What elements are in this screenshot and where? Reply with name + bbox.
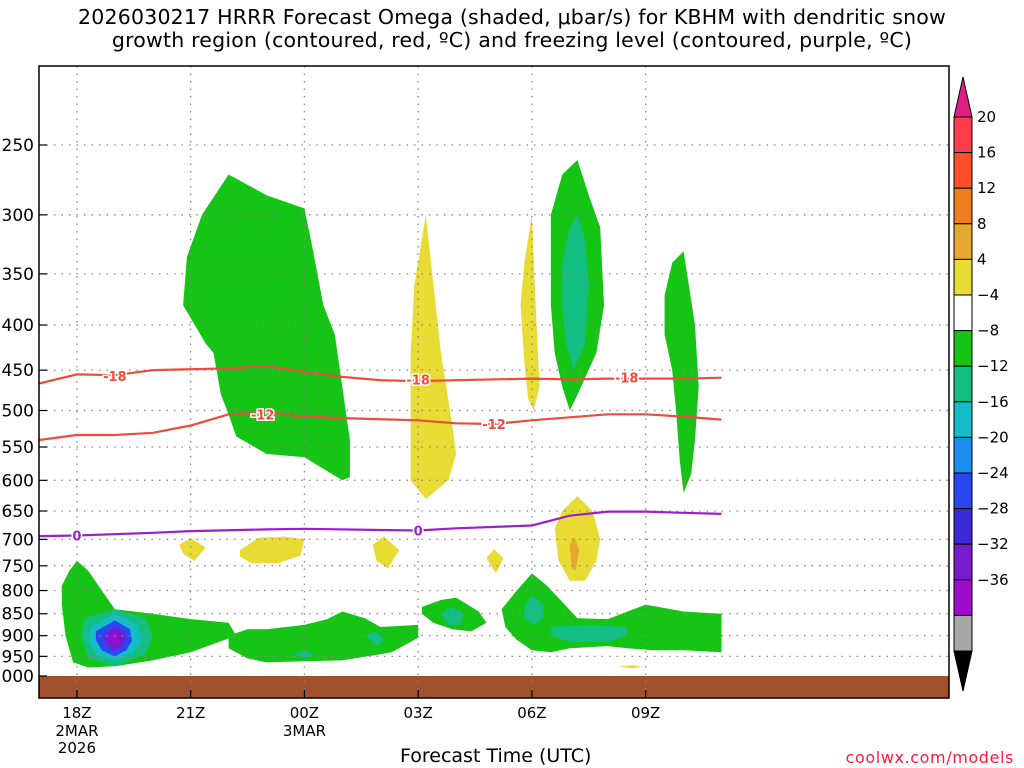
omega-region-yellow-blob-0230z xyxy=(372,536,400,569)
omega-regions xyxy=(61,160,722,669)
colorbar-label-10: −24 xyxy=(977,464,1009,482)
credit-text: coolwx.com/models xyxy=(845,748,1014,767)
colorbar-segment-10 xyxy=(953,472,973,510)
x-tick-label-21Z: 21Z xyxy=(176,704,205,722)
x-tick-label-03Z: 03Z xyxy=(403,704,432,722)
contours: -18 -18 -18 -12 -12 0 0 xyxy=(39,364,722,546)
x-tick-label-06Z: 06Z xyxy=(517,704,546,722)
omega-region-yellow-sliver-08z xyxy=(619,665,642,669)
omega-region-teal-blob-00z xyxy=(293,650,316,659)
colorbar-segment-11 xyxy=(953,508,973,545)
axes: 2503003504004505005506006507007508008509… xyxy=(0,65,950,757)
omega-region-gray-core-lower-left xyxy=(111,631,119,645)
colorbar-segment-1 xyxy=(953,152,973,189)
ground-layer xyxy=(39,676,949,698)
omega-region-green-upper-10z xyxy=(664,251,699,493)
y-tick-label-800: 800 xyxy=(2,582,34,602)
x-tick-sublabel: 3MAR xyxy=(283,722,326,740)
colorbar-segment-14 xyxy=(953,614,973,652)
colorbar-segment-12 xyxy=(953,543,973,581)
x-tick-sublabel: 2MAR xyxy=(55,722,98,740)
omega-region-teal-blob-0330z xyxy=(440,606,464,625)
colorbar-label-2: 12 xyxy=(977,179,996,197)
colorbar-segment-0 xyxy=(953,116,973,154)
y-tick-label-500: 500 xyxy=(2,402,34,422)
colorbar-bottom-arrow xyxy=(953,650,973,692)
y-tick-label-450: 450 xyxy=(2,361,34,381)
colorbar-segment-8 xyxy=(953,401,973,438)
y-tick-label-550: 550 xyxy=(2,438,34,458)
y-tick-label-300: 300 xyxy=(2,206,34,226)
plot-frame xyxy=(38,65,950,699)
contour-label-dendritic-minus18-2: -18 xyxy=(615,372,639,387)
colorbar-segment-3 xyxy=(953,223,973,260)
contour-label-freezing-0-0: 0 xyxy=(72,530,81,545)
colorbar-segment-5 xyxy=(953,294,973,332)
x-axis-label: Forecast Time (UTC) xyxy=(400,745,592,767)
colorbar-label-1: 16 xyxy=(977,144,996,162)
omega-region-yellow-blob-2030z xyxy=(179,538,206,561)
colorbar-label-0: 20 xyxy=(977,108,996,126)
colorbar-segment-4 xyxy=(953,258,973,296)
y-tick-label-1000: 1000 xyxy=(0,667,34,687)
colorbar-label-9: −20 xyxy=(977,428,1009,446)
contour-freezing-0 xyxy=(39,510,722,538)
colorbar-segment-9 xyxy=(953,436,973,474)
omega-region-teal-upper-07z xyxy=(562,214,589,371)
y-tick-label-350: 350 xyxy=(2,265,34,285)
contour-dendritic-minus18 xyxy=(39,364,722,385)
colorbar-label-8: −16 xyxy=(977,393,1009,411)
colorbar-label-6: −8 xyxy=(977,322,999,340)
grid xyxy=(39,66,949,698)
ground-fill xyxy=(39,676,949,698)
y-tick-label-250: 250 xyxy=(2,136,34,156)
chart-title-line2: growth region (contoured, red, ºC) and f… xyxy=(111,28,913,52)
chart-title-line1: 2026030217 HRRR Forecast Omega (shaded, … xyxy=(77,5,947,29)
colorbar-label-11: −28 xyxy=(977,500,1009,518)
contour-label-dendritic-minus18-0: -18 xyxy=(103,370,127,385)
colorbar: 20 16 12 8 4 −4 −8 −12 −16 −20 −24 −28 −32 −36 xyxy=(953,76,1009,692)
y-tick-label-900: 900 xyxy=(2,627,34,647)
contour-label-dendritic-minus12-0: -12 xyxy=(251,408,275,423)
contour-label-dendritic-minus12-1: -12 xyxy=(482,418,506,433)
contour-label-dendritic-minus18-1: -18 xyxy=(406,373,430,388)
contour-label-freezing-0-1: 0 xyxy=(414,525,423,540)
y-tick-label-700: 700 xyxy=(2,530,34,550)
colorbar-segment-2 xyxy=(953,187,973,225)
x-tick-sublabel: 2026 xyxy=(58,739,96,757)
colorbar-label-7: −12 xyxy=(977,357,1009,375)
colorbar-label-13: −36 xyxy=(977,571,1009,589)
omega-region-teal-blob-06z xyxy=(524,595,544,625)
colorbar-segment-6 xyxy=(953,330,973,367)
omega-region-teal-band-07z xyxy=(550,624,627,642)
omega-region-yellow-blob-07z xyxy=(554,496,601,581)
omega-region-yellow-06z-column xyxy=(520,214,540,411)
contour-dendritic-minus12 xyxy=(39,411,722,442)
omega-region-green-lower-2330z xyxy=(228,611,419,663)
colorbar-segment-7 xyxy=(953,365,973,403)
omega-region-yellow-blob-2330z xyxy=(240,536,305,564)
y-tick-label-400: 400 xyxy=(2,316,34,336)
omega-region-green-upper-center xyxy=(183,174,350,481)
omega-region-yellow-blob-0530z xyxy=(486,549,504,574)
y-tick-label-600: 600 xyxy=(2,471,34,491)
x-tick-label-18Z: 18Z xyxy=(62,704,91,722)
omega-region-yellow-center-column xyxy=(410,214,457,500)
y-tick-label-750: 750 xyxy=(2,557,34,577)
colorbar-label-3: 8 xyxy=(977,215,987,233)
colorbar-label-4: 4 xyxy=(977,250,987,268)
colorbar-segment-13 xyxy=(953,579,973,616)
x-tick-label-00Z: 00Z xyxy=(290,704,319,722)
chart-title: 2026030217 HRRR Forecast Omega (shaded, … xyxy=(0,6,1024,52)
x-tick-label-09Z: 09Z xyxy=(631,704,660,722)
y-tick-label-850: 850 xyxy=(2,605,34,625)
colorbar-top-arrow xyxy=(953,76,973,118)
y-tick-label-650: 650 xyxy=(2,502,34,522)
colorbar-label-12: −32 xyxy=(977,535,1009,553)
y-tick-label-950: 950 xyxy=(2,647,34,667)
colorbar-label-5: −4 xyxy=(977,286,999,304)
omega-region-orange-core-07z xyxy=(569,536,580,571)
